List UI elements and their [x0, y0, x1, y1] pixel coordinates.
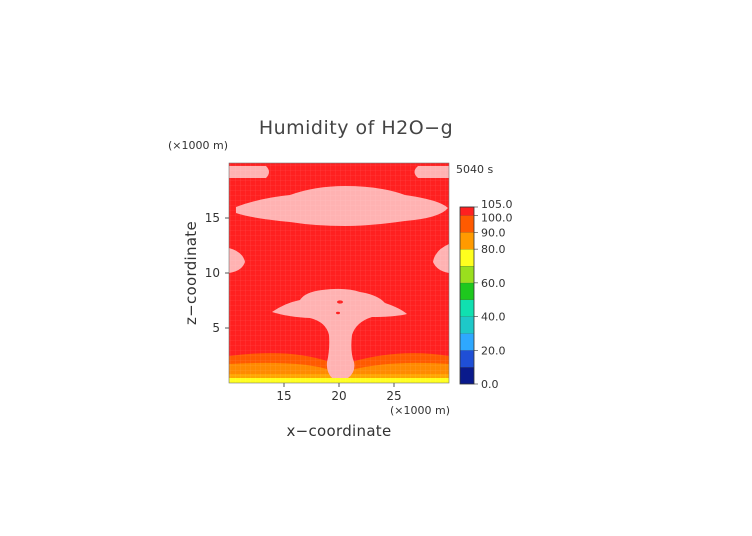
heatmap-field [229, 163, 449, 383]
colorbar-segment [460, 215, 474, 233]
colorbar-segment [460, 232, 474, 250]
colorbar-segment [460, 350, 474, 368]
x-tick-20: 20 [331, 389, 346, 403]
y-tick-10: 10 [205, 266, 220, 280]
chart-title: Humidity of H2O−g [259, 117, 453, 139]
y-tick-15: 15 [205, 211, 220, 225]
colorbar-segment [460, 282, 474, 300]
x-axis: 15 20 25 (×1000 m) x−coordinate [276, 383, 450, 440]
colorbar-label: 90.0 [481, 226, 506, 239]
y-unit-label: (×1000 m) [168, 139, 228, 152]
x-axis-label: x−coordinate [286, 422, 391, 440]
colorbar-segment [460, 207, 474, 216]
y-tick-5: 5 [212, 321, 220, 335]
x-unit-label: (×1000 m) [390, 404, 450, 417]
x-tick-15: 15 [276, 389, 291, 403]
colorbar-label: 20.0 [481, 344, 506, 357]
colorbar-frame [459, 206, 475, 385]
time-label: 5040 s [456, 163, 493, 176]
colorbar-segment [460, 333, 474, 351]
colorbar-segment [460, 316, 474, 334]
colorbar-label: 105.0 [481, 198, 513, 211]
colorbar-segment [460, 249, 474, 266]
colorbar-segment [460, 367, 474, 384]
grid-overlay [229, 163, 449, 383]
colorbar-segment [460, 266, 474, 283]
colorbar-label: 0.0 [481, 378, 499, 391]
colorbar-label: 40.0 [481, 311, 506, 324]
y-axis: 5 10 15 z−coordinate [182, 211, 229, 335]
x-tick-25: 25 [386, 389, 401, 403]
colorbar-label: 100.0 [481, 211, 513, 224]
y-axis-label: z−coordinate [182, 221, 200, 325]
colorbar-segment [460, 299, 474, 317]
colorbar-label: 60.0 [481, 277, 506, 290]
colorbar-label: 80.0 [481, 243, 506, 256]
